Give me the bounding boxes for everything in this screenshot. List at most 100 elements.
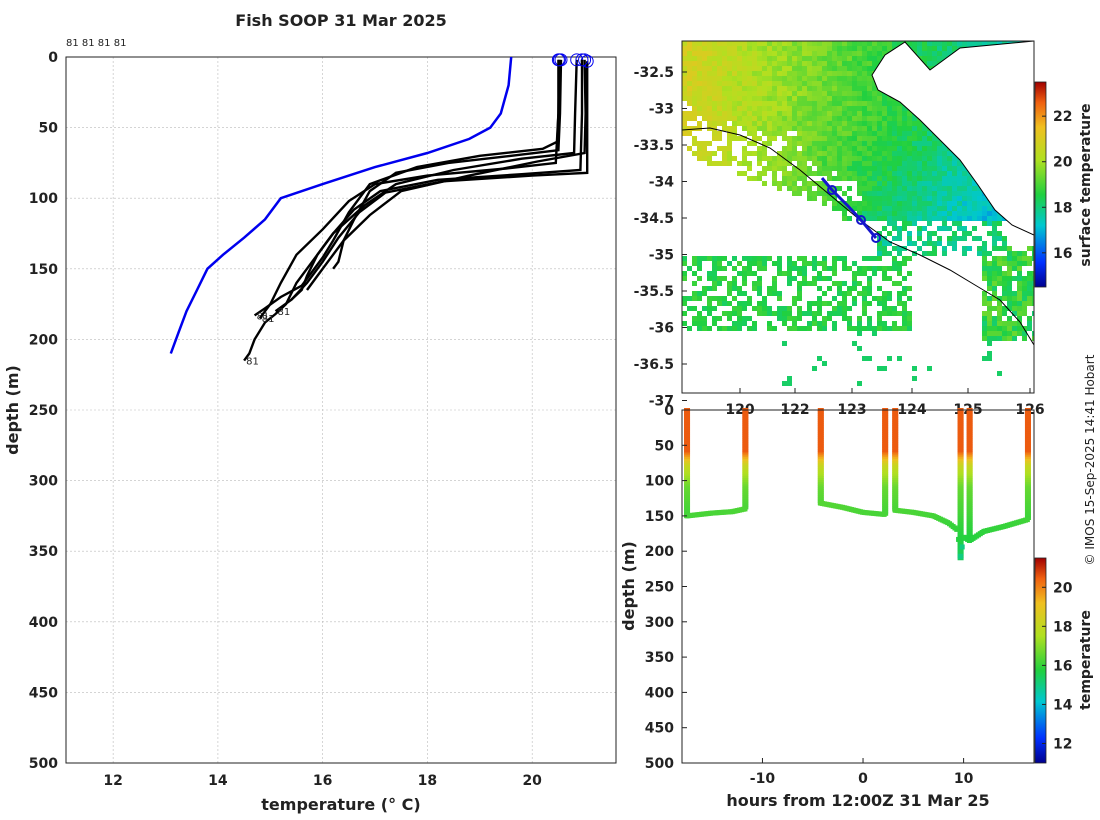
sst-cell — [712, 61, 717, 66]
sst-cell — [862, 186, 867, 191]
sst-cell — [827, 266, 832, 271]
sst-cell — [692, 41, 697, 46]
lat-tick-label: -34 — [649, 175, 675, 191]
depth-time-point — [966, 532, 973, 537]
sst-cell — [762, 156, 767, 161]
sst-cell — [762, 96, 767, 101]
sst-cell — [922, 181, 927, 186]
sst-cell — [852, 86, 857, 91]
sst-cell — [872, 156, 877, 161]
sst-cell — [927, 151, 932, 156]
sst-cell — [692, 261, 697, 266]
sst-cell — [982, 251, 987, 256]
sst-cell — [822, 301, 827, 306]
sst-cell — [1017, 326, 1022, 331]
sst-cell — [712, 161, 717, 166]
sst-cell — [742, 146, 747, 151]
sst-cell — [737, 96, 742, 101]
sst-cell — [737, 301, 742, 306]
sst-cell — [867, 96, 872, 101]
depth-time-point — [817, 473, 824, 478]
sst-cell — [797, 41, 802, 46]
sst-cell — [967, 206, 972, 211]
sst-cell — [692, 141, 697, 146]
sst-cell — [842, 191, 847, 196]
sst-cell — [822, 91, 827, 96]
sst-cell — [902, 326, 907, 331]
sst-cell — [817, 131, 822, 136]
sst-cell — [837, 76, 842, 81]
sst-cell — [947, 191, 952, 196]
sst-cell — [727, 81, 732, 86]
sst-cell — [1017, 316, 1022, 321]
sst-cell — [962, 166, 967, 171]
depth-time-point — [882, 469, 889, 474]
sst-cell — [762, 261, 767, 266]
depth-time-point — [892, 435, 899, 440]
sst-cell — [817, 61, 822, 66]
depth-time-point — [742, 458, 749, 463]
sst-cell — [862, 166, 867, 171]
sst-cell — [867, 321, 872, 326]
sst-cell — [912, 376, 917, 381]
sst-cell — [842, 126, 847, 131]
sst-cell — [942, 41, 947, 46]
sst-cell — [727, 101, 732, 106]
sst-cell — [862, 96, 867, 101]
sst-cell — [777, 51, 782, 56]
sst-cell — [787, 116, 792, 121]
sst-cell — [877, 56, 882, 61]
depth-time-point — [1024, 503, 1031, 508]
sst-cell — [832, 281, 837, 286]
sst-cell — [877, 96, 882, 101]
sst-cell — [962, 191, 967, 196]
depth-time-point — [817, 469, 824, 474]
sst-cell — [827, 71, 832, 76]
sst-cell — [887, 276, 892, 281]
sst-cell — [757, 96, 762, 101]
sst-cell — [807, 51, 812, 56]
sst-cell — [717, 326, 722, 331]
depth-time-point — [892, 503, 899, 508]
sst-cell — [767, 166, 772, 171]
sst-cell — [892, 206, 897, 211]
sst-cell — [722, 156, 727, 161]
sst-cell — [772, 61, 777, 66]
depth-time-point — [742, 427, 749, 432]
sst-cell — [902, 261, 907, 266]
sst-cell — [737, 91, 742, 96]
depth-time-point — [817, 412, 824, 417]
sst-cell — [722, 56, 727, 61]
sst-cell — [917, 46, 922, 51]
sst-cell — [712, 126, 717, 131]
sst-cell — [927, 41, 932, 46]
sst-cell — [782, 126, 787, 131]
sst-cell — [907, 211, 912, 216]
sst-cell — [822, 276, 827, 281]
hours-tick-label: 0 — [858, 771, 868, 787]
sst-cell — [1002, 326, 1007, 331]
sst-cell — [757, 176, 762, 181]
depth-time-point — [1024, 471, 1031, 476]
sst-cell — [767, 141, 772, 146]
depth-time-point — [742, 416, 749, 421]
sst-cell — [837, 156, 842, 161]
sst-cell — [847, 106, 852, 111]
sst-cell — [837, 41, 842, 46]
sst-cell — [972, 186, 977, 191]
sst-cell — [797, 81, 802, 86]
depth-time-point — [966, 505, 973, 510]
lat-tick-label: -33 — [649, 102, 674, 118]
sst-cell — [987, 356, 992, 361]
sst-cell — [847, 56, 852, 61]
sst-cell — [742, 161, 747, 166]
sst-cell — [1007, 271, 1012, 276]
sst-cell — [832, 176, 837, 181]
sst-cell — [907, 146, 912, 151]
sst-cell — [772, 281, 777, 286]
depth-time-point — [892, 490, 899, 495]
sst-cell — [792, 101, 797, 106]
depth-time-point — [882, 484, 889, 489]
depth-time-point — [817, 437, 824, 442]
